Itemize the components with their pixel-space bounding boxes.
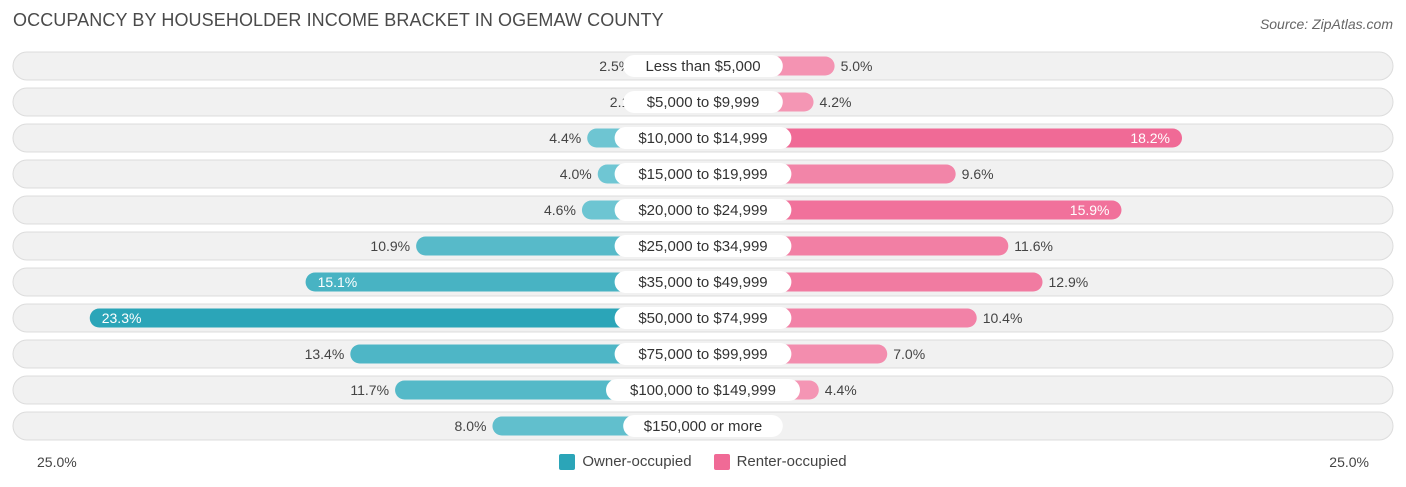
owner-value-label: 2.5% [599,58,631,74]
category-pill [614,343,792,365]
category-pill [623,415,783,437]
owner-value-label: 4.0% [560,166,592,182]
owner-bar [350,344,703,364]
source-label: Source: ZipAtlas.com [1259,16,1393,32]
category-pill [623,91,783,113]
owner-value-label: 8.0% [455,418,487,434]
legend-renter-swatch [713,453,730,470]
legend-owner: Owner-occupied [559,453,692,470]
category-pill [614,163,792,185]
renter-value-label: 5.0% [841,58,873,74]
renter-value-label: 15.9% [1070,202,1110,218]
category-label: $150,000 or more [644,418,762,435]
axis-right-label: 25.0% [1329,454,1369,470]
owner-value-label: 4.6% [544,202,576,218]
renter-value-label: 12.9% [1049,274,1089,290]
owner-bar [89,308,703,328]
renter-bar [703,128,1183,148]
owner-value-label: 13.4% [305,346,345,362]
legend-renter-label: Renter-occupied [736,453,847,470]
renter-bar [703,200,1122,220]
chart-title: OCCUPANCY BY HOUSEHOLDER INCOME BRACKET … [13,10,664,30]
category-label: $100,000 to $149,999 [630,382,776,399]
category-pill [614,271,792,293]
owner-value-label: 4.4% [549,130,581,146]
category-pill [614,199,792,221]
category-label: $50,000 to $74,999 [638,310,767,327]
owner-value-label: 23.3% [102,310,142,326]
owner-bar [305,272,703,292]
owner-value-label: 11.7% [350,382,389,398]
category-label: $25,000 to $34,999 [638,238,767,255]
legend: Owner-occupied Renter-occupied [0,453,1406,470]
renter-value-label: 4.4% [825,382,857,398]
legend-owner-label: Owner-occupied [582,453,692,470]
renter-value-label: 18.2% [1130,130,1170,146]
renter-value-label: 11.6% [1014,238,1053,254]
category-pill [623,55,783,77]
renter-value-label: 4.2% [820,94,852,110]
renter-value-label: 10.4% [983,310,1023,326]
category-label: $20,000 to $24,999 [638,202,767,219]
category-label: Less than $5,000 [645,58,760,75]
category-pill [614,127,792,149]
renter-value-label: 7.0% [893,346,925,362]
category-label: $75,000 to $99,999 [638,346,767,363]
axis-left-label: 25.0% [37,454,77,470]
owner-value-label: 15.1% [318,274,358,290]
category-pill [614,307,792,329]
owner-value-label: 10.9% [370,238,410,254]
renter-value-label: 9.6% [962,166,994,182]
category-pill [614,235,792,257]
legend-renter: Renter-occupied [713,453,847,470]
category-label: $10,000 to $14,999 [638,130,767,147]
category-label: $5,000 to $9,999 [647,94,760,111]
category-label: $35,000 to $49,999 [638,274,767,291]
category-label: $15,000 to $19,999 [638,166,767,183]
legend-owner-swatch [559,453,576,470]
category-pill [606,379,800,401]
